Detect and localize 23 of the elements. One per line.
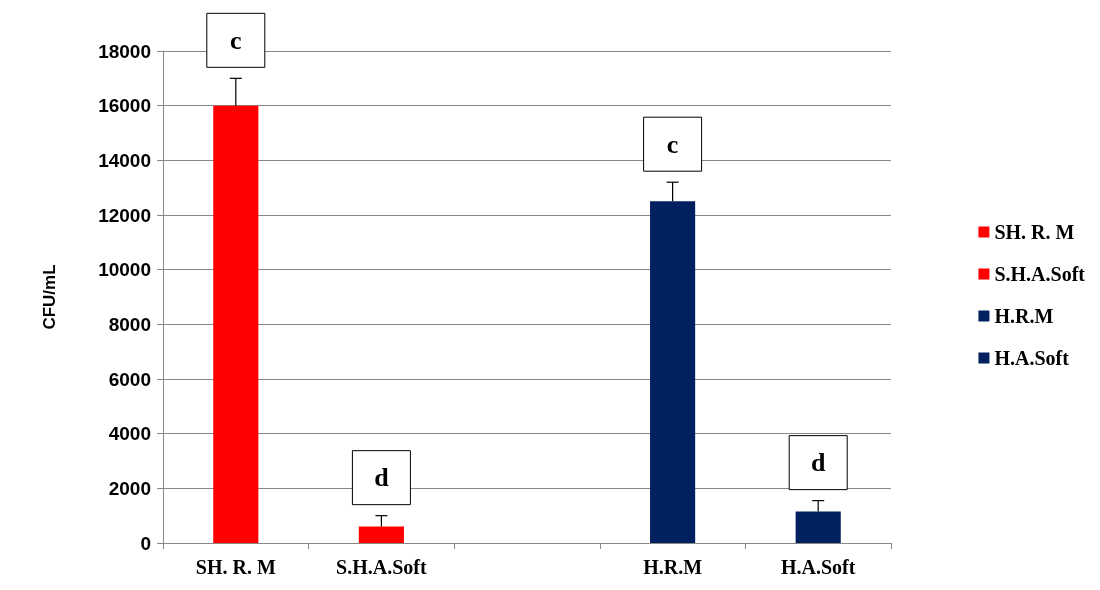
annotation: c	[666, 129, 679, 159]
y-tick-label: 0	[140, 532, 151, 554]
annotation: d	[810, 448, 826, 478]
x-tick-label: SH. R. M	[195, 556, 276, 578]
y-tick-label: 8000	[108, 313, 151, 335]
annotation: d	[374, 463, 390, 493]
legend-label: S.H.A.Soft	[994, 263, 1086, 285]
x-tick-label: S.H.A.Soft	[336, 556, 428, 578]
y-tick-label: 18000	[98, 40, 151, 62]
y-tick-label: 16000	[98, 95, 151, 117]
x-tick-label: H.R.M	[643, 556, 703, 578]
x-tick-label: H.A.Soft	[780, 556, 856, 578]
y-tick-label: 6000	[108, 368, 151, 390]
legend-label: H.R.M	[994, 305, 1054, 327]
y-tick-label: 10000	[98, 259, 151, 281]
y-tick-label: 12000	[98, 204, 151, 226]
y-tick-label: 2000	[108, 477, 151, 499]
legend-label: H.A.Soft	[994, 347, 1070, 369]
legend-label: SH. R. M	[994, 221, 1075, 243]
y-tick-label: 4000	[108, 423, 151, 445]
y-tick-label: 14000	[98, 149, 151, 171]
annotation: c	[230, 25, 242, 55]
y-axis-title: CFU/mL	[40, 264, 59, 330]
